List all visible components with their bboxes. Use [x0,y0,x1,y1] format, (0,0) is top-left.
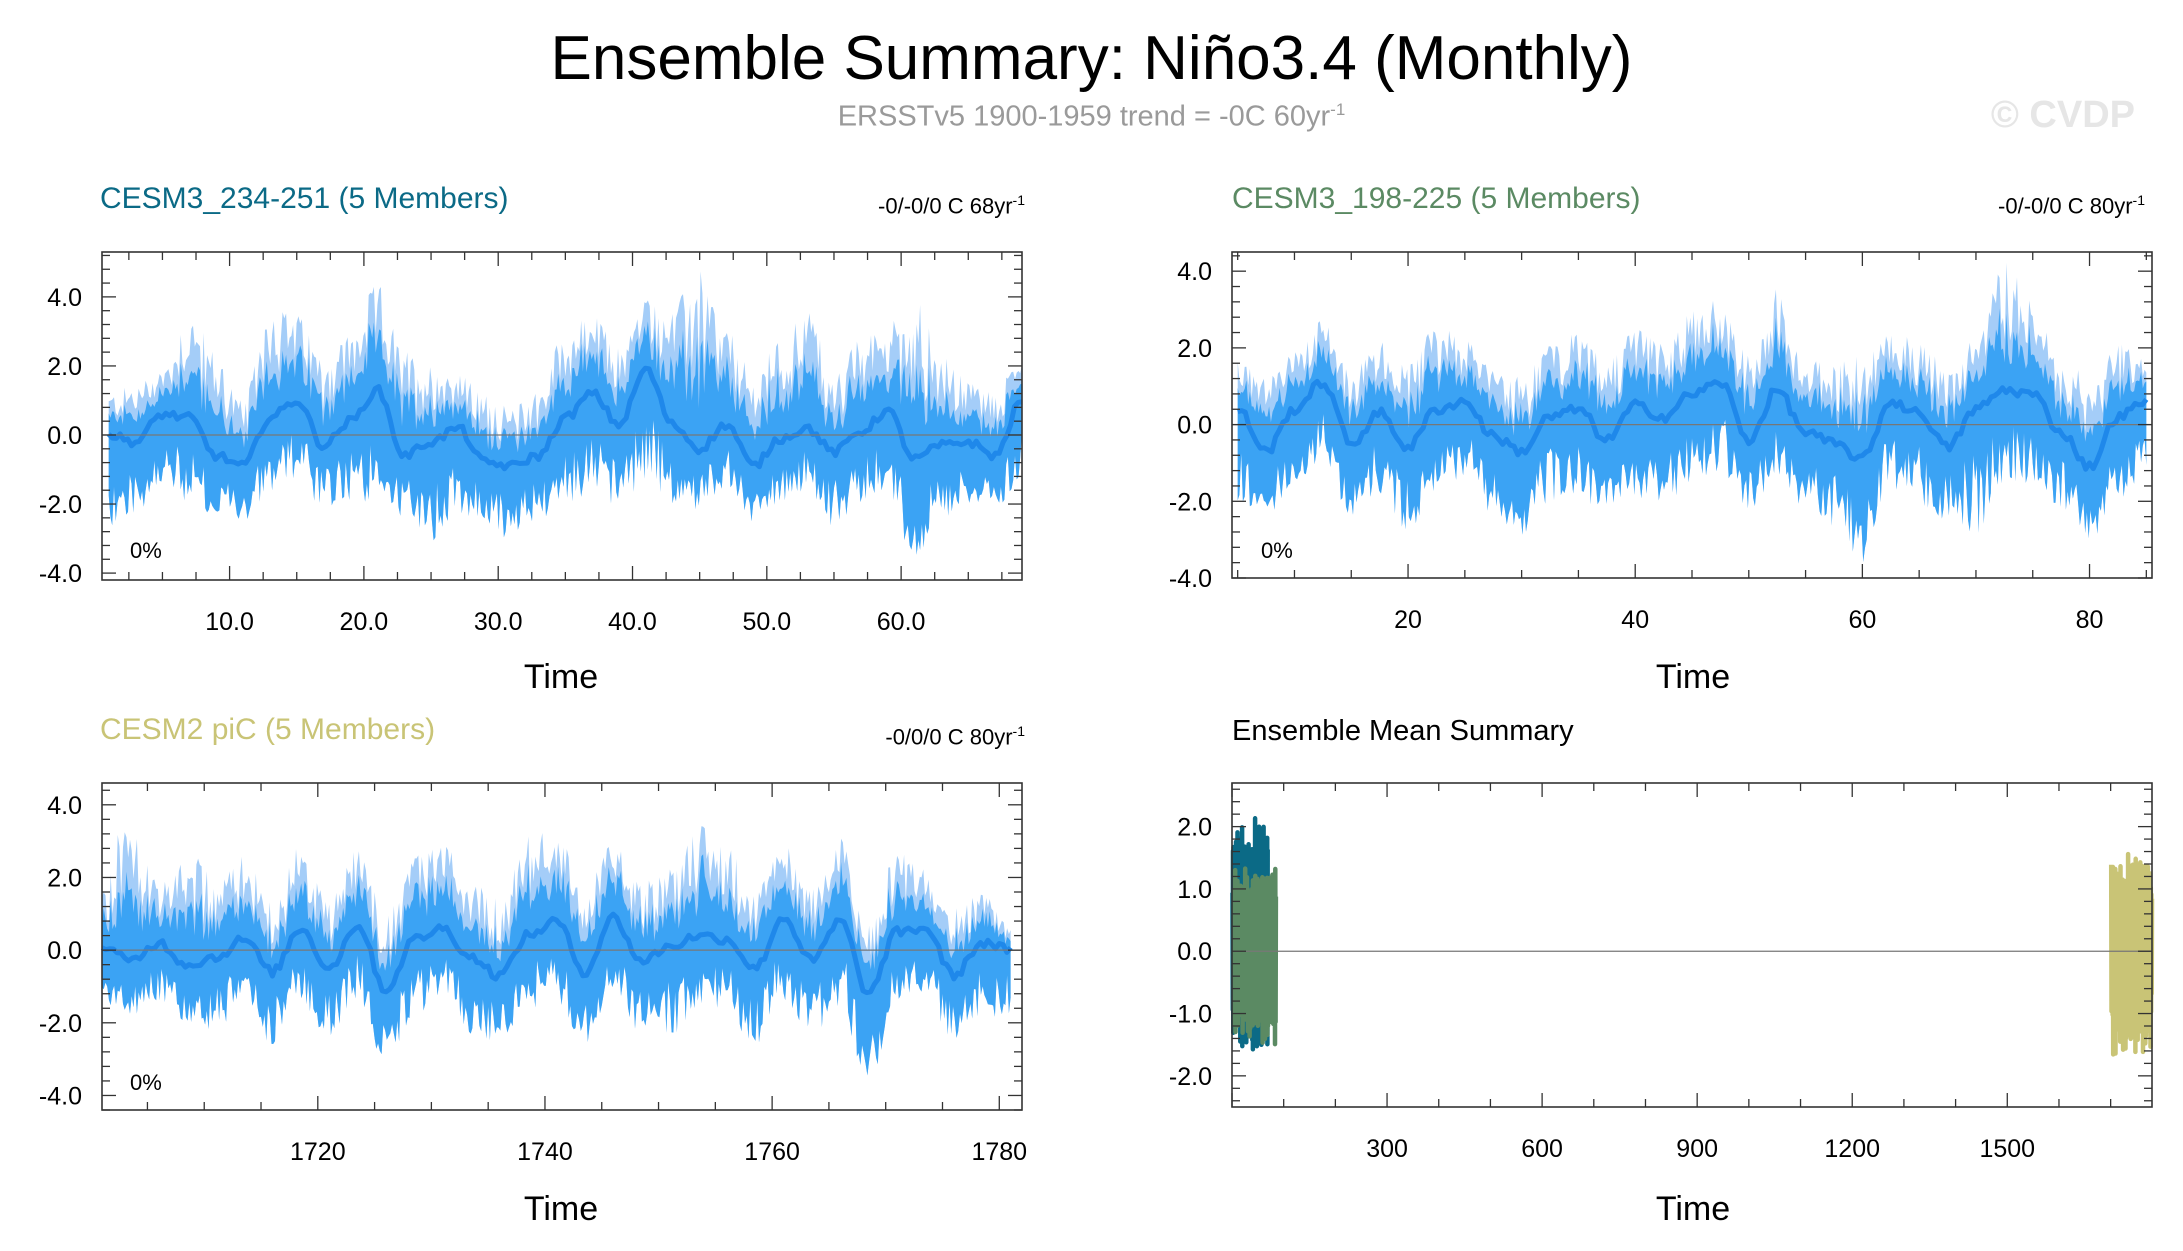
panel4-ytick-label: -1.0 [1169,1001,1212,1029]
panel2-percent: 0% [1261,538,1293,563]
panel2-spread-band [1237,308,2147,562]
panel1-percent: 0% [130,538,162,563]
panel3-trend: -0/0/0 C 80yr-1 [800,723,1025,750]
panel3-title: CESM2 piC (5 Members) [100,713,436,746]
panel1-xtick-label: 40.0 [608,608,657,636]
panel1-trend-sup: -1 [1012,192,1025,208]
panel1-trend: -0/-0/0 C 68yr-1 [800,192,1025,219]
panel2-trend-text: -0/-0/0 C 80yr [1998,193,2133,219]
panel3-ytick-label: 2.0 [47,864,82,892]
panel3-ytick-label: -4.0 [39,1082,82,1110]
panel2-trend-sup: -1 [2132,192,2145,208]
panel4-xtick-label: 600 [1521,1135,1563,1163]
panel4-series-2-line [1232,866,1279,1047]
panel2-xtick-label: 20 [1394,606,1422,634]
panel3-trend-sup: -1 [1012,723,1025,739]
panel1-xtick-label: 10.0 [205,608,254,636]
panel4-ytick-label: 0.0 [1177,938,1212,966]
panel3-trend-text: -0/0/0 C 80yr [885,724,1013,750]
panel1-xlabel: Time [523,658,599,696]
panel1-trend-text: -0/-0/0 C 68yr [878,193,1013,219]
panel1-xtick-label: 30.0 [474,608,523,636]
panel4-ytick-label: -2.0 [1169,1063,1212,1091]
panel1-xtick-label: 60.0 [877,608,926,636]
panel1-ytick-label: -2.0 [39,491,82,519]
panel1-ytick-label: 0.0 [47,422,82,450]
panel4-ytick-label: 1.0 [1177,876,1212,904]
panel2-xlabel: Time [1655,658,1731,696]
panel4-series-3-line [2108,851,2155,1057]
panel2-ytick-label: -4.0 [1169,565,1212,593]
panel2-ytick-label: 4.0 [1177,258,1212,286]
panel2-axes: -4.0 -2.0 0.0 2.0 4.0 20 40 60 80 [1169,251,2153,634]
panel2-ensemble-mean-line [1237,378,2149,472]
panel2-xtick-label: 80 [2076,606,2104,634]
panel4-xtick-label: 1200 [1824,1135,1880,1163]
panel3-percent: 0% [130,1070,162,1095]
panel4-axes: -2.0 -1.0 0.0 1.0 2.0 300 600 900 1200 1500 [1169,782,2153,1163]
panel3-spread-band [102,854,1011,1076]
panel3-ytick-label: -2.0 [39,1010,82,1038]
panel2-ytick-label: 2.0 [1177,335,1212,363]
panel1-ensemble-mean-line [106,365,1023,472]
subtitle: ERSSTv5 1900-1959 trend = -0C 60yr-1 [0,100,2183,134]
subtitle-text: ERSSTv5 1900-1959 trend = -0C 60yr [837,100,1331,133]
panel1-frame [101,251,1023,581]
panel4-ytick-label: 2.0 [1177,814,1212,842]
panel1-ytick-label: -4.0 [39,560,82,588]
panel3-xtick-label: 1760 [744,1138,800,1166]
panel2-ytick-label: 0.0 [1177,412,1212,440]
panel4-title: Ensemble Mean Summary [1232,715,1574,747]
panel3-ytick-label: 0.0 [47,937,82,965]
panel1-ytick-label: 2.0 [47,353,82,381]
panel3-axes: -4.0 -2.0 0.0 2.0 4.0 1720 1740 1760 1780 [39,782,1027,1166]
panel4-frame [1231,782,2153,1108]
panel4-xtick-label: 900 [1676,1135,1718,1163]
panel2-xtick-label: 40 [1621,606,1649,634]
panel3-ensemble-mean-line [100,911,1013,996]
panel4-xtick-label: 1500 [1979,1135,2035,1163]
main-title: Ensemble Summary: Niño3.4 (Monthly) [550,24,1633,93]
panel1-spread-band [108,321,1022,555]
panel3-xtick-label: 1780 [971,1138,1027,1166]
subtitle-sup: -1 [1330,100,1346,119]
panel1-xtick-label: 20.0 [340,608,389,636]
panel2-title: CESM3_198-225 (5 Members) [1232,182,1641,215]
panel3-frame [101,782,1023,1111]
panel2-trend: -0/-0/0 C 80yr-1 [1920,192,2145,219]
panel3-xlabel: Time [523,1190,599,1228]
panel4-xlabel: Time [1655,1190,1731,1228]
panel1-axes: -4.0 -2.0 0.0 2.0 4.0 10.0 20.0 30.0 40.0 50.0 60.… [39,251,1023,636]
panel2-xtick-label: 60 [1848,606,1876,634]
panel3-xtick-label: 1740 [517,1138,573,1166]
panel3-xtick-label: 1720 [290,1138,346,1166]
panel1-ytick-label: 4.0 [47,284,82,312]
cvdp-watermark: © CVDP [1990,94,2135,136]
panel2-ytick-label: -2.0 [1169,488,1212,516]
panel1-xtick-label: 50.0 [742,608,791,636]
panel3-ytick-label: 4.0 [47,792,82,820]
panel4-xtick-label: 300 [1366,1135,1408,1163]
panel1-title: CESM3_234-251 (5 Members) [100,182,509,215]
